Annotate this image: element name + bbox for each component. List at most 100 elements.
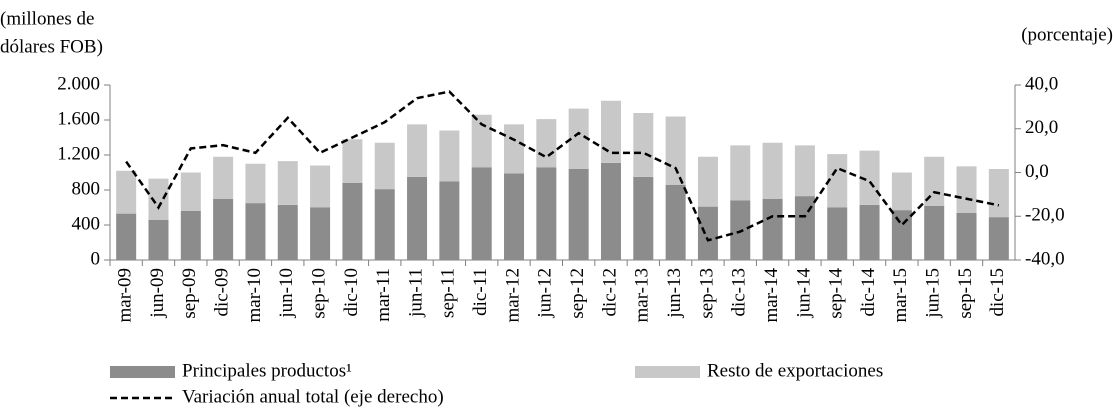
- bar: [924, 205, 945, 260]
- bar: [342, 139, 363, 183]
- bar: [374, 189, 395, 260]
- bar: [504, 173, 525, 260]
- y2-axis-title: (porcentaje): [1021, 24, 1113, 45]
- legend-swatch: [110, 366, 175, 378]
- bar: [665, 116, 686, 185]
- x-tick-label: mar-10: [244, 268, 265, 323]
- x-tick-label: mar-14: [761, 268, 782, 323]
- bar: [568, 169, 589, 260]
- y-tick-label: 2.000: [57, 73, 100, 94]
- bar: [988, 169, 1009, 218]
- x-tick-label: sep-13: [696, 268, 717, 319]
- bar: [245, 203, 266, 260]
- x-tick-label: sep-10: [308, 268, 329, 319]
- x-tick-label: mar-11: [373, 268, 394, 322]
- bar: [956, 212, 977, 260]
- line: [125, 90, 1000, 242]
- x-tick-label: mar-15: [890, 268, 911, 323]
- bar: [730, 145, 751, 201]
- bar: [762, 142, 783, 199]
- bar: [891, 210, 912, 260]
- bar: [471, 167, 492, 260]
- bar: [891, 172, 912, 211]
- x-tick-label: dic-15: [987, 268, 1008, 317]
- legend-label: Resto de exportaciones: [707, 360, 883, 381]
- bar: [665, 184, 686, 260]
- y2-tick-label: 0,0: [1025, 161, 1049, 182]
- x-tick-label: jun-11: [405, 268, 426, 318]
- x-tick-label: dic-12: [599, 268, 620, 317]
- x-tick-label: sep-09: [179, 268, 200, 319]
- bar: [536, 167, 557, 260]
- bar: [504, 124, 525, 174]
- legend-swatch: [635, 366, 700, 378]
- bar: [827, 207, 848, 260]
- bar: [407, 176, 428, 260]
- x-tick-label: sep-14: [826, 268, 847, 319]
- bar: [439, 181, 460, 260]
- bar: [762, 198, 783, 260]
- x-tick-label: dic-09: [211, 268, 232, 317]
- bar: [245, 163, 266, 204]
- x-tick-label: jun-14: [793, 268, 814, 319]
- bar: [148, 219, 169, 260]
- bar: [859, 150, 880, 205]
- y-axis-title: (millones de: [0, 8, 94, 29]
- bar: [374, 142, 395, 190]
- bar: [697, 156, 718, 207]
- y2-tick-label: 20,0: [1025, 117, 1058, 138]
- bar: [180, 211, 201, 260]
- bar: [536, 119, 557, 168]
- bar: [568, 108, 589, 169]
- bar: [213, 156, 234, 199]
- bar: [116, 170, 137, 214]
- legend-label: Variación anual total (eje derecho): [182, 386, 444, 407]
- y-tick-label: 0: [91, 248, 101, 269]
- bar: [600, 100, 621, 163]
- bar: [956, 166, 977, 213]
- bar: [794, 145, 815, 197]
- bar: [277, 161, 298, 205]
- y2-tick-label: -40,0: [1025, 248, 1065, 269]
- legend-label: Principales productos¹: [182, 360, 352, 381]
- bar: [471, 114, 492, 168]
- y-tick-label: 800: [72, 178, 101, 199]
- bar: [988, 217, 1009, 260]
- x-tick-label: sep-15: [955, 268, 976, 319]
- x-tick-label: jun-15: [923, 268, 944, 319]
- x-tick-label: mar-09: [115, 268, 136, 323]
- x-tick-label: dic-11: [470, 268, 491, 316]
- bar: [600, 162, 621, 260]
- y2-tick-label: -20,0: [1025, 205, 1065, 226]
- bar: [342, 183, 363, 260]
- y-tick-label: 1.200: [57, 143, 100, 164]
- y-axis-title: dólares FOB): [0, 36, 103, 57]
- bar: [310, 165, 331, 208]
- bar: [213, 198, 234, 260]
- bar: [148, 178, 169, 220]
- x-tick-label: sep-12: [567, 268, 588, 319]
- bar: [277, 204, 298, 260]
- x-tick-label: jun-09: [147, 268, 168, 319]
- bar: [794, 196, 815, 260]
- y-tick-label: 1.600: [57, 108, 100, 129]
- y-tick-label: 400: [72, 213, 101, 234]
- bar: [310, 207, 331, 260]
- y2-tick-label: 40,0: [1025, 73, 1058, 94]
- x-tick-label: dic-14: [858, 268, 879, 317]
- bar: [116, 213, 137, 260]
- x-tick-label: sep-11: [438, 268, 459, 318]
- x-tick-label: jun-13: [664, 268, 685, 319]
- bar: [180, 172, 201, 211]
- bar: [859, 204, 880, 260]
- x-tick-label: dic-10: [341, 268, 362, 317]
- x-tick-label: jun-10: [276, 268, 297, 319]
- bar: [633, 113, 654, 177]
- bar: [407, 124, 428, 177]
- x-tick-label: jun-12: [535, 268, 556, 319]
- bar: [697, 206, 718, 260]
- x-tick-label: dic-13: [729, 268, 750, 317]
- x-tick-label: mar-13: [632, 268, 653, 323]
- x-tick-label: mar-12: [502, 268, 523, 323]
